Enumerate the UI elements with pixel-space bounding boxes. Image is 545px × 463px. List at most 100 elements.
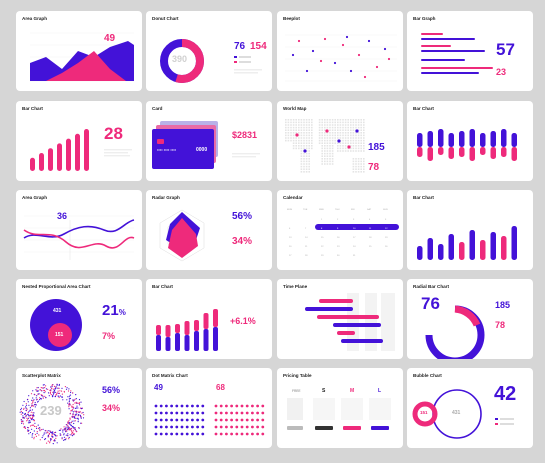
map-dot <box>347 129 349 131</box>
scatter-point <box>65 426 67 428</box>
map-dot <box>360 165 362 168</box>
scatter-point <box>65 431 67 433</box>
scatter-point <box>74 398 76 400</box>
beeplot-card[interactable]: Beeplot <box>277 11 403 91</box>
scatter-point <box>68 402 70 404</box>
bee-point <box>387 57 391 61</box>
map-dot <box>300 119 303 121</box>
dot-pink <box>256 418 259 422</box>
radar-value-1: 56% <box>232 211 253 222</box>
scatter-point <box>68 406 70 408</box>
map-dot <box>357 124 360 126</box>
radar-graph-card[interactable]: Radar Graph 56% 34% <box>146 190 272 270</box>
scatter-point <box>31 436 33 438</box>
map-dot <box>350 132 352 134</box>
bar-top <box>490 131 496 147</box>
nested-area-card[interactable]: Nested Proportional Area Chart 431 151 2… <box>16 279 142 359</box>
bar-chart-card-3[interactable]: Bar Chart <box>407 190 533 270</box>
scatter-point <box>30 411 32 413</box>
bar-chart-card-2[interactable]: Bar Chart <box>407 101 533 181</box>
calendar-day: 21 <box>305 246 308 248</box>
scatter-point <box>23 408 25 410</box>
map-dot <box>318 129 321 131</box>
bar <box>469 230 475 260</box>
bar-chart-card-4[interactable]: Bar Chart +6.1% <box>146 279 272 359</box>
scatter-point <box>61 437 63 439</box>
donut-value-2: 154 <box>250 41 267 52</box>
area-graph <box>30 32 134 82</box>
time-plane-card[interactable]: Time Plane <box>277 279 403 359</box>
map-dot <box>329 132 331 134</box>
map-dot <box>287 119 290 121</box>
donut-chart-card[interactable]: Donut Chart 390 76 154 <box>146 11 272 91</box>
dot-purple <box>165 418 168 422</box>
card-title: Area Graph <box>22 16 48 21</box>
bar-top <box>438 129 444 147</box>
dot-purple <box>191 404 194 408</box>
map-dot <box>292 139 295 142</box>
scatter-point <box>49 431 52 433</box>
world-map-card[interactable]: World Map 185 78 <box>277 101 403 181</box>
map-dot <box>326 150 329 152</box>
scatter-point <box>65 388 68 390</box>
calendar-card[interactable]: Calendar MON TUE WED THU FRI SAT SUN 1 2 3 4 5 6 7 8 9 1… <box>277 190 403 270</box>
dot-purple <box>191 425 194 429</box>
scatter-point <box>40 397 42 400</box>
bee-point <box>367 39 371 43</box>
map-dot <box>308 142 310 144</box>
map-dot <box>305 158 308 160</box>
dot-pink <box>214 411 218 415</box>
scatter-point <box>51 385 53 387</box>
scatter-point <box>59 434 61 436</box>
scatter-point <box>76 431 78 433</box>
map-dot <box>308 158 310 160</box>
map-dot <box>329 119 331 121</box>
scatter-point <box>43 433 45 435</box>
bubble-chart-card[interactable]: Bubble Chart 151 431 42 <box>407 368 533 448</box>
map-dot <box>360 160 362 163</box>
scatter-point <box>49 430 51 432</box>
map-dot <box>295 126 297 129</box>
bubble-small-label: 151 <box>420 410 428 415</box>
map-dot <box>305 137 308 139</box>
bar-chart-change: +6.1% <box>230 316 256 326</box>
map-dot <box>324 124 326 126</box>
map-dot <box>287 137 290 139</box>
scatter-point <box>26 408 28 410</box>
calendar-day: 2 <box>337 219 339 221</box>
scatter-point <box>25 406 27 408</box>
bar <box>48 148 53 171</box>
bubble-chart <box>412 389 514 439</box>
dot-pink <box>214 425 218 429</box>
map-dot <box>321 160 323 163</box>
dot-purple <box>175 404 179 408</box>
radial-bar-card[interactable]: Radial Bar Chart 76 185 78 <box>407 279 533 359</box>
card-title: Time Plane <box>283 284 308 289</box>
scatter-point <box>83 414 85 416</box>
bar-chart-card-1[interactable]: Bar Chart 28 <box>16 101 142 181</box>
map-dot <box>360 171 362 173</box>
scatter-point <box>69 412 71 414</box>
scatter-point <box>36 389 38 391</box>
bar-graph-card[interactable]: Bar Graph 57 23 <box>407 11 533 91</box>
map-dot <box>321 145 323 147</box>
scatter-point <box>76 417 78 419</box>
bar <box>501 236 507 260</box>
scatter-point <box>58 395 60 397</box>
bar-top <box>459 131 465 147</box>
area-graph-card-2[interactable]: Area Graph 36 <box>16 190 142 270</box>
credit-card-card[interactable]: Card •••• •••• •••• 0000 $2831 <box>146 101 272 181</box>
scatter-point <box>60 428 62 430</box>
map-dot <box>355 145 357 147</box>
map-dot <box>339 147 342 150</box>
dot-purple <box>165 411 168 415</box>
dot-matrix-card[interactable]: Dot Matrix Chart 49 68 <box>146 368 272 448</box>
radial-bar <box>425 305 485 359</box>
area-graph-card[interactable]: Area Graph 49 <box>16 11 142 91</box>
map-dot <box>355 121 357 124</box>
map-dot <box>329 124 331 126</box>
scatterplot-card[interactable]: Scatterplot Matrix 239 56% 34% <box>16 368 142 448</box>
pricing-table-card[interactable]: Pricing Table FREE S M L <box>277 368 403 448</box>
map-dot <box>321 150 323 152</box>
map-dot <box>344 137 347 139</box>
